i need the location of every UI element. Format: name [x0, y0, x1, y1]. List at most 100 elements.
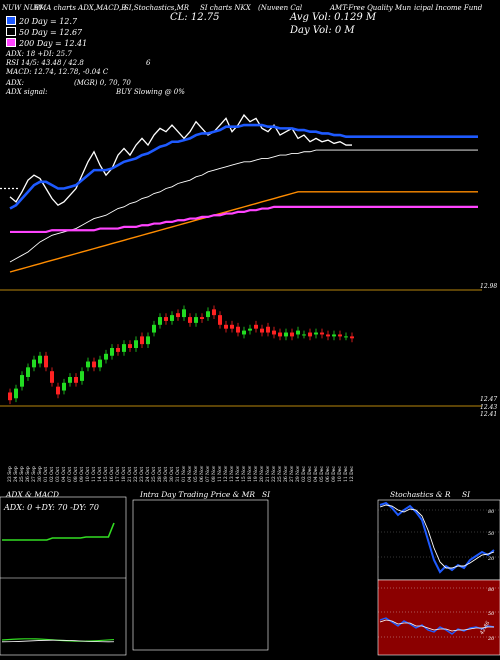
candle-body	[104, 353, 108, 360]
header-left: NUW NUW	[2, 4, 43, 12]
date-tick-label: 26 Nov	[283, 465, 289, 482]
candle-body	[350, 336, 354, 339]
candle-body	[56, 386, 60, 395]
candle-body	[320, 332, 324, 335]
date-tick-label: 30 Oct	[169, 467, 175, 482]
date-tick-label: 25 Oct	[151, 467, 157, 482]
candle-body	[224, 324, 228, 329]
date-tick-label: 23 Oct	[139, 467, 145, 482]
candle-body	[302, 334, 306, 336]
legend-ema200: 200 Day = 12.41	[6, 38, 87, 48]
rsi-tick-80: 80	[488, 587, 495, 593]
ema200-label: 200 Day = 12.41	[19, 39, 88, 48]
candle-body	[206, 311, 210, 318]
date-tick-label: 08 Nov	[211, 465, 217, 482]
candle-body	[116, 348, 120, 352]
date-tick-label: 10 Dec	[337, 466, 343, 482]
candle-body	[182, 309, 186, 318]
candle-body	[188, 317, 192, 323]
price-label-3: 12.41	[480, 411, 498, 418]
date-tick-label: 07 Oct	[67, 467, 73, 482]
macd-signal-series	[1, 639, 115, 643]
candle-body	[140, 336, 144, 345]
date-tick-label: 01 Nov	[181, 465, 187, 482]
date-tick-label: 16 Oct	[109, 467, 115, 482]
date-tick-label: 04 Nov	[187, 465, 193, 482]
price-label-top: 12.98	[480, 283, 498, 290]
intraday-title: Intra Day Trading Price & MR	[140, 490, 256, 499]
date-axis: 23 Sep 24 Sep 25 Sep 26 Sep 27 Sep 30 Sep 01 O…	[7, 465, 355, 482]
candle-body	[278, 332, 282, 337]
date-tick-label: 12 Dec	[349, 466, 355, 482]
candle-body	[8, 392, 12, 401]
date-tick-label: 24 Sep	[13, 466, 19, 482]
header-part-6: icipal Income Fund	[414, 4, 483, 12]
candle-body	[176, 313, 180, 318]
candle-body	[290, 332, 294, 337]
candle-body	[230, 324, 234, 329]
adx-line: ADX: 18 +DI: 25.7	[6, 50, 72, 58]
date-tick-label: 25 Nov	[277, 465, 283, 482]
date-tick-label: 08 Oct	[73, 467, 79, 482]
date-tick-label: 23 Sep	[7, 466, 13, 482]
legend-ema20: 20 Day = 12.7	[6, 16, 77, 26]
date-tick-label: 07 Nov	[205, 465, 211, 482]
candle-body	[26, 367, 30, 377]
stoch-tick-20: 20	[488, 556, 495, 562]
date-tick-label: 04 Oct	[61, 467, 67, 482]
date-tick-label: 03 Oct	[55, 467, 61, 482]
date-tick-label: 03 Dec	[307, 466, 313, 482]
header-part-1: EMA charts ADX,MACD,B	[34, 4, 127, 12]
candle-body	[254, 324, 258, 329]
adx-mgr-value: (MGR) 0, 70, 70	[74, 79, 131, 87]
date-tick-label: 05 Nov	[193, 465, 199, 482]
date-tick-label: 13 Nov	[229, 465, 235, 482]
candle-body	[20, 375, 24, 387]
header-part-5: AMT-Free Quality Mun	[330, 4, 412, 12]
candle-body	[272, 330, 276, 335]
date-tick-label: 24 Oct	[145, 467, 151, 482]
legend-ema50: 50 Day = 12.67	[6, 27, 82, 37]
date-tick-label: 29 Oct	[163, 467, 169, 482]
adx-pane	[0, 496, 127, 656]
date-tick-label: 11 Dec	[343, 466, 349, 482]
candle-body	[260, 328, 264, 333]
stoch-tick-80: 80	[488, 509, 495, 515]
date-tick-label: 20 Nov	[259, 465, 265, 482]
candle-body	[236, 326, 240, 333]
date-tick-label: 15 Oct	[103, 467, 109, 482]
date-tick-label: 15 Nov	[241, 465, 247, 482]
date-tick-label: 01 Oct	[43, 467, 49, 482]
date-tick-label: 02 Dec	[301, 466, 307, 482]
ema50-label: 50 Day = 12.67	[19, 28, 83, 37]
candle-body	[146, 336, 150, 345]
candle-body	[74, 377, 78, 383]
candle-body	[62, 382, 66, 391]
stoch-k-series	[379, 501, 495, 574]
candle-body	[50, 371, 54, 383]
close-line	[9, 113, 352, 207]
candle-body	[266, 326, 270, 333]
date-tick-label: 21 Oct	[127, 467, 133, 482]
ema100-line	[9, 191, 352, 273]
ema50-swatch	[6, 27, 16, 36]
adx-line-series	[2, 522, 115, 541]
date-tick-label: 09 Oct	[79, 467, 85, 482]
date-tick-label: 11 Oct	[91, 467, 97, 482]
intraday-pane	[132, 499, 269, 651]
candle-body	[128, 344, 132, 348]
candle-body	[332, 334, 336, 337]
ema20-label: 20 Day = 12.7	[19, 17, 78, 26]
rsi-pane	[377, 579, 500, 656]
rsi-tick-20: 20	[488, 636, 495, 642]
date-tick-label: 29 Nov	[295, 465, 301, 482]
stoch-title: Stochastics & R	[390, 490, 451, 499]
date-tick-label: 14 Nov	[235, 465, 241, 482]
rsi-extra: 6	[146, 59, 151, 67]
candle-body	[98, 359, 102, 368]
date-tick-label: 27 Nov	[289, 465, 295, 482]
adx-pane-title: ADX & MACD	[6, 490, 60, 499]
candle-body	[200, 317, 204, 319]
candle-body	[44, 355, 48, 368]
date-tick-label: 26 Sep	[25, 466, 31, 482]
